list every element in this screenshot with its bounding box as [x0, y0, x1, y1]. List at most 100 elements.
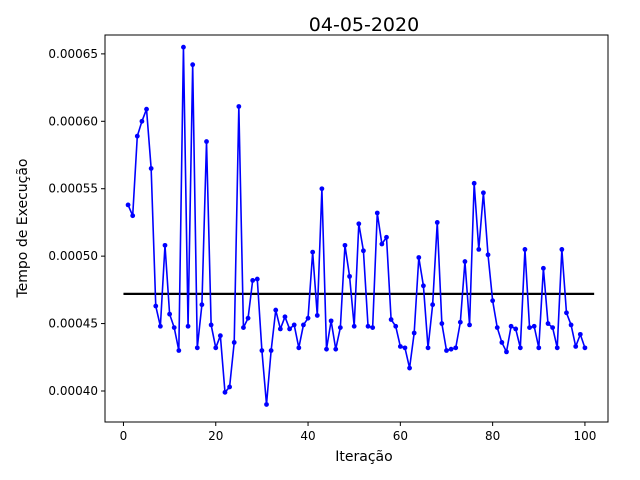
data-point [125, 202, 131, 208]
data-point [573, 344, 579, 349]
data-point [499, 340, 505, 345]
data-point [319, 186, 325, 192]
data-point [485, 252, 491, 258]
data-point [554, 345, 560, 351]
data-point [513, 326, 519, 332]
data-point [250, 278, 256, 283]
data-point [167, 311, 173, 317]
y-tick-label: 0.00050 [48, 249, 98, 263]
data-point [185, 323, 191, 329]
data-point [347, 273, 352, 279]
data-point [402, 345, 408, 351]
data-point [467, 322, 472, 328]
data-point [190, 62, 196, 68]
data-point [153, 303, 159, 309]
data-point [231, 340, 237, 345]
data-point [333, 346, 339, 352]
data-point [476, 247, 482, 252]
data-point [245, 315, 251, 321]
data-point [384, 234, 389, 240]
data-point [407, 365, 412, 371]
data-point [531, 323, 537, 329]
y-tick-label: 0.00065 [48, 47, 98, 61]
data-point [301, 322, 306, 328]
data-point [490, 298, 496, 304]
data-point [181, 44, 186, 50]
data-point [351, 323, 357, 329]
data-point [416, 255, 422, 260]
data-point [305, 315, 311, 321]
data-point [411, 330, 417, 336]
data-point [208, 322, 214, 328]
data-point [296, 345, 302, 351]
x-tick-label: 80 [485, 429, 500, 443]
data-point [453, 345, 459, 351]
data-point [462, 259, 468, 264]
x-axis-label: Iteração [335, 449, 392, 465]
data-point [439, 321, 445, 326]
data-point [282, 314, 288, 320]
data-point [134, 133, 140, 139]
data-point [536, 345, 542, 351]
y-tick-label: 0.00055 [48, 182, 98, 196]
data-point [337, 325, 343, 331]
data-point [194, 345, 200, 351]
data-point [162, 242, 168, 248]
data-point [582, 345, 588, 351]
x-tick-label: 100 [573, 429, 596, 443]
data-point [171, 325, 177, 331]
y-tick-label: 0.00040 [48, 384, 98, 398]
data-point [222, 389, 228, 395]
x-axis-ticks: 0 20 40 60 80 100 [120, 422, 596, 443]
data-point [559, 247, 565, 252]
data-point [397, 344, 403, 349]
data-point [324, 346, 329, 352]
data-point [277, 326, 283, 332]
data-point [176, 348, 182, 353]
data-point [393, 323, 399, 329]
x-tick-label: 20 [208, 429, 223, 443]
data-point [379, 241, 385, 247]
data-point [361, 248, 366, 254]
data-point [217, 333, 223, 339]
data-point [287, 326, 292, 332]
data-point [508, 323, 514, 329]
axes-frame [104, 34, 609, 423]
data-point [356, 221, 362, 227]
data-point [448, 346, 454, 352]
data-point [199, 302, 205, 308]
data-point [328, 318, 334, 324]
data-point [577, 331, 583, 337]
data-point [241, 325, 246, 331]
x-tick-label: 0 [120, 429, 128, 443]
data-point [370, 325, 376, 331]
data-point [457, 319, 463, 325]
data-point [550, 325, 556, 331]
plot-area [123, 44, 595, 407]
data-point [564, 310, 569, 316]
chart-title: 04-05-2020 [309, 14, 419, 36]
data-point [264, 402, 269, 407]
data-point [522, 247, 528, 252]
data-point [130, 213, 136, 219]
data-point [314, 313, 320, 318]
data-point [471, 180, 477, 186]
data-point [268, 348, 274, 353]
y-axis-label: Tempo de Execução [15, 158, 31, 298]
y-tick-label: 0.00045 [48, 317, 98, 331]
data-point [527, 325, 532, 331]
data-point [365, 323, 371, 329]
data-point [540, 265, 546, 271]
data-point [568, 322, 574, 328]
x-tick-label: 60 [393, 429, 408, 443]
data-point [494, 325, 500, 331]
data-point [430, 302, 436, 308]
data-point [273, 307, 279, 313]
data-point [342, 242, 348, 248]
data-point [144, 106, 149, 112]
data-point [227, 384, 233, 390]
data-point [157, 323, 163, 329]
data-point [504, 349, 509, 355]
data-point [236, 104, 242, 109]
